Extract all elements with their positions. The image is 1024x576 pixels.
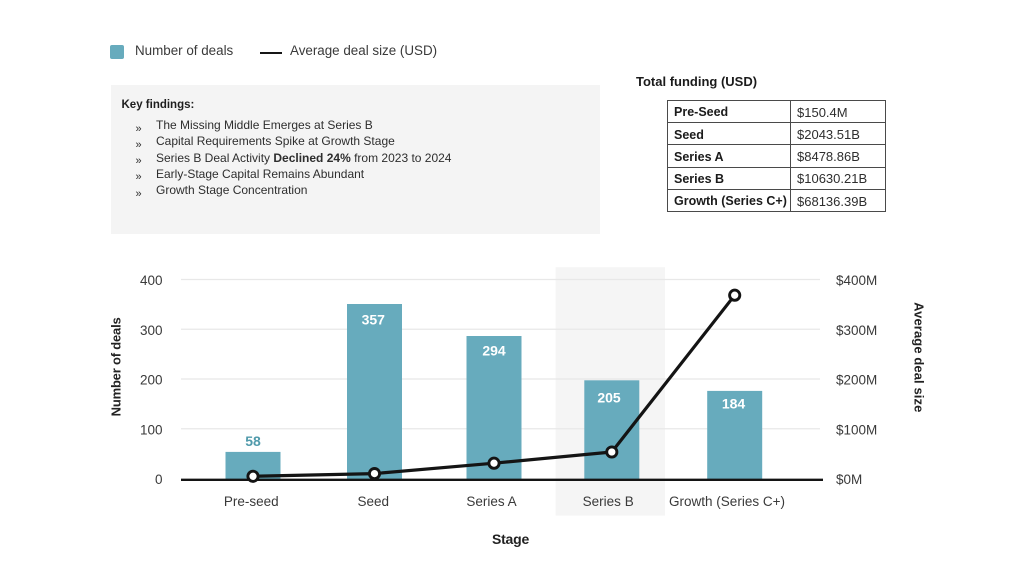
- svg-text:58: 58: [245, 433, 261, 449]
- svg-text:Stage: Stage: [492, 531, 530, 547]
- svg-text:$400M: $400M: [836, 273, 877, 288]
- svg-text:Pre-seed: Pre-seed: [224, 494, 279, 509]
- svg-text:400: 400: [140, 273, 163, 288]
- svg-text:300: 300: [140, 323, 163, 338]
- svg-text:$300M: $300M: [836, 323, 877, 338]
- svg-text:184: 184: [722, 396, 746, 412]
- svg-text:200: 200: [140, 373, 163, 388]
- svg-text:357: 357: [362, 312, 386, 328]
- svg-text:Number of deals: Number of deals: [108, 317, 123, 416]
- svg-text:Series B: Series B: [583, 494, 634, 509]
- svg-text:$0M: $0M: [836, 472, 862, 487]
- svg-text:Seed: Seed: [358, 494, 390, 509]
- svg-text:0: 0: [155, 472, 163, 487]
- svg-text:Growth (Series C+): Growth (Series C+): [669, 494, 785, 509]
- svg-text:205: 205: [597, 389, 621, 405]
- svg-text:Average deal size: Average deal size: [912, 302, 927, 412]
- svg-text:294: 294: [482, 343, 506, 359]
- svg-text:100: 100: [140, 422, 163, 437]
- svg-text:$200M: $200M: [836, 373, 877, 388]
- svg-text:$100M: $100M: [836, 422, 877, 437]
- svg-text:Series A: Series A: [466, 494, 516, 509]
